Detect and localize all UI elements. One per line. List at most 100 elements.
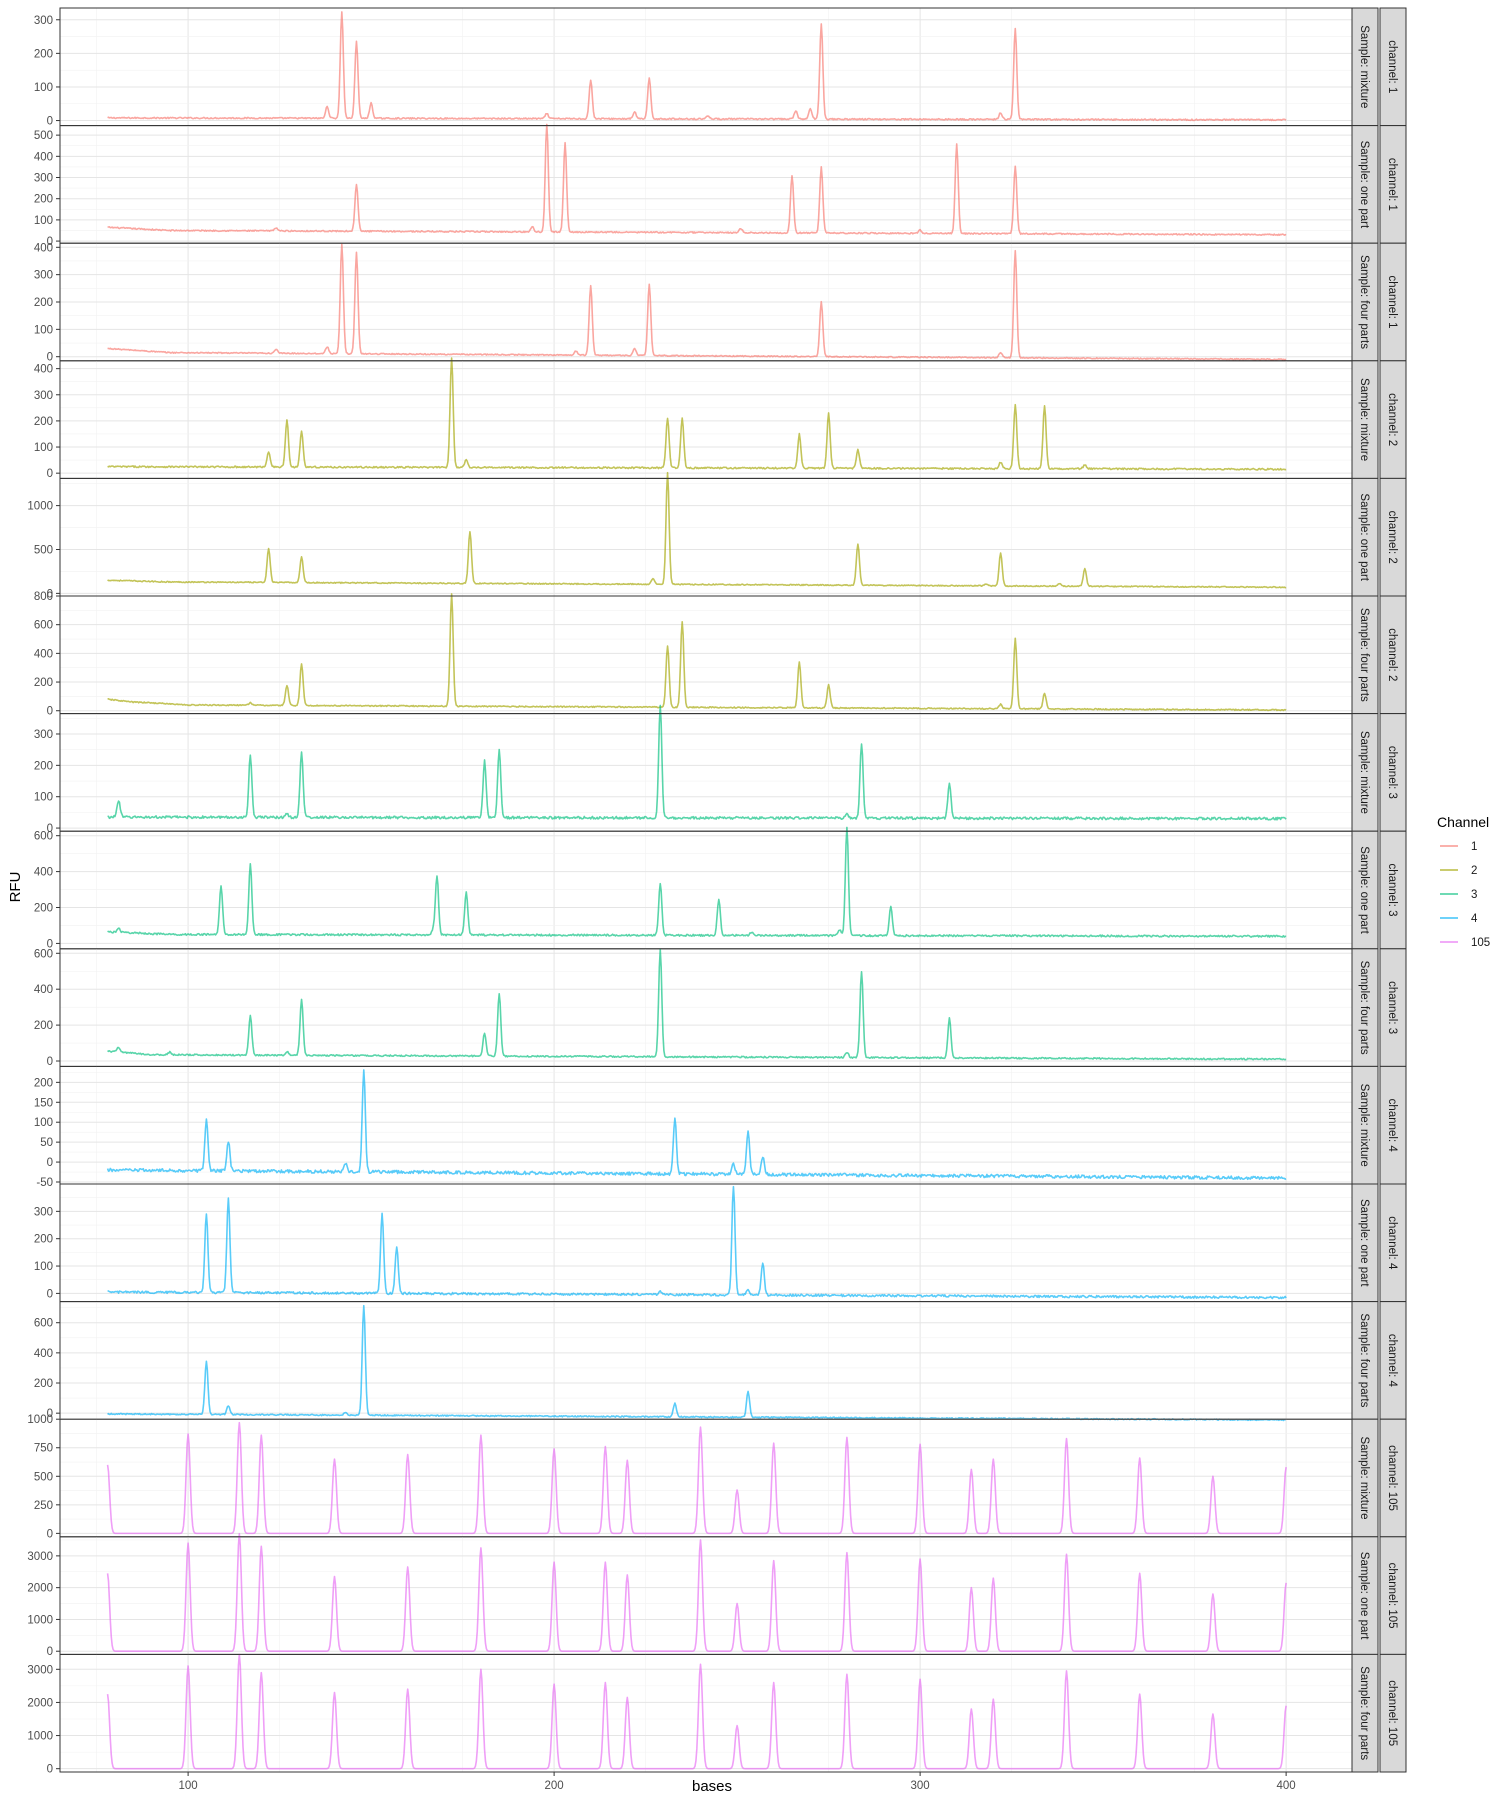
strip-channel-box [1379, 595, 1407, 715]
y-tick-label: 100 [34, 792, 53, 804]
strip-channel: channel: 4 [1379, 1183, 1407, 1303]
strip-sample-box [1351, 477, 1379, 597]
y-tick-label: 200 [34, 416, 53, 428]
y-tick-label: 1000 [27, 1614, 53, 1626]
strip-sample-label: Sample: one part [1358, 141, 1370, 229]
strip-sample: Sample: one part [1351, 830, 1379, 950]
strip-sample-box [1351, 242, 1379, 362]
strip-channel: channel: 3 [1379, 830, 1407, 950]
strip-channel: channel: 1 [1379, 242, 1407, 362]
strip-sample: Sample: four parts [1351, 1301, 1379, 1420]
trace-line-channel-1 [107, 243, 1287, 361]
strip-channel-label: channel: 105 [1386, 1445, 1398, 1511]
y-tick-label: 0 [47, 1288, 53, 1300]
strip-sample: Sample: one part [1351, 1536, 1379, 1655]
panel-border [59, 1536, 1353, 1655]
strip-channel-label: channel: 3 [1386, 981, 1398, 1034]
strip-channel-label: channel: 105 [1386, 1680, 1398, 1746]
facet-panel: 0 100 200 300 400 Sample: four parts channel: … [34, 242, 1407, 364]
facet-panel: 0 100 200 300 Sample: one part channel: 4 [34, 1183, 1407, 1303]
strip-channel-label: channel: 4 [1386, 1216, 1398, 1270]
legend: Channel 1 2 3 4 105 [1437, 814, 1490, 949]
strip-channel: channel: 4 [1379, 1065, 1407, 1185]
legend-label-4: 4 [1471, 913, 1478, 925]
facet-panel: -50 0 50 100 150 200 Sample: mixture channel: 4 [34, 1065, 1407, 1189]
y-tick-label: 100 [34, 1117, 53, 1129]
facet-panel: 0 200 400 600 Sample: one part channel: 3 [34, 826, 1407, 950]
panel-border [59, 1065, 1353, 1185]
y-tick-label: 1000 [27, 501, 53, 513]
y-tick-label: 500 [34, 544, 53, 556]
y-tick-label: 600 [34, 831, 53, 843]
strip-sample: Sample: one part [1351, 1183, 1379, 1303]
y-tick-label: 1000 [27, 1731, 53, 1743]
strip-sample: Sample: one part [1351, 125, 1379, 244]
strip-sample-box [1351, 1653, 1379, 1773]
y-tick-label: 0 [47, 938, 53, 950]
strip-sample: Sample: four parts [1351, 595, 1379, 715]
legend-label-105: 105 [1471, 937, 1490, 949]
y-tick-label: 0 [47, 1764, 53, 1776]
y-tick-label: 400 [34, 1348, 53, 1360]
strip-channel: channel: 105 [1379, 1536, 1407, 1655]
y-tick-label: 200 [34, 1077, 53, 1089]
facet-panel: 0 100 200 300 Sample: mixture channel: 3 [34, 704, 1407, 835]
strip-sample-label: Sample: four parts [1358, 1313, 1370, 1407]
y-tick-label: 150 [34, 1097, 53, 1109]
y-tick-label: 200 [34, 1020, 53, 1032]
strip-sample-label: Sample: four parts [1358, 608, 1370, 702]
y-tick-label: 100 [34, 215, 53, 227]
strip-sample: Sample: mixture [1351, 7, 1379, 127]
y-tick-label: 400 [34, 867, 53, 879]
y-tick-label: 400 [34, 242, 53, 254]
panel-border [59, 1183, 1353, 1303]
strip-sample-label: Sample: mixture [1358, 1084, 1370, 1167]
y-tick-label: 200 [34, 903, 53, 915]
y-tick-label: 500 [34, 130, 53, 142]
strip-sample-label: Sample: mixture [1358, 731, 1370, 814]
strip-channel: channel: 3 [1379, 948, 1407, 1067]
trace-line-channel-4 [106, 1069, 1287, 1181]
strip-channel-label: channel: 105 [1386, 1563, 1398, 1629]
strip-sample-label: Sample: four parts [1358, 255, 1370, 349]
strip-sample: Sample: mixture [1351, 713, 1379, 832]
strip-channel-box [1379, 125, 1407, 244]
panel-border [59, 595, 1353, 715]
strip-sample-box [1351, 713, 1379, 832]
legend-title: Channel [1437, 814, 1489, 830]
strip-sample-box [1351, 830, 1379, 950]
trace-line-channel-4 [107, 1185, 1287, 1300]
strip-sample-box [1351, 948, 1379, 1067]
y-tick-label: 600 [34, 948, 53, 960]
trace-line-channel-1 [107, 11, 1287, 122]
y-tick-label: 3000 [27, 1664, 53, 1676]
strip-channel-label: channel: 2 [1386, 393, 1398, 446]
strip-sample: Sample: four parts [1351, 242, 1379, 362]
strip-channel: channel: 3 [1379, 713, 1407, 832]
y-tick-label: 0 [47, 1056, 53, 1068]
facet-panel: 0 100 200 300 Sample: mixture channel: 1 [34, 7, 1407, 128]
x-axis-title: bases [692, 1778, 732, 1795]
trace-line-channel-3 [107, 948, 1287, 1061]
strip-channel: channel: 105 [1379, 1653, 1407, 1773]
strip-channel: channel: 2 [1379, 477, 1407, 597]
y-tick-label: 200 [34, 194, 53, 206]
y-tick-label: 100 [34, 324, 53, 336]
y-tick-label: 300 [34, 1206, 53, 1218]
facet-panel: 0 100 200 300 400 Sample: mixture channel: 2 [34, 357, 1407, 480]
y-tick-label: 750 [34, 1443, 53, 1455]
y-tick-label: 300 [34, 390, 53, 402]
strip-channel: channel: 2 [1379, 595, 1407, 715]
trace-line-channel-2 [107, 357, 1287, 471]
y-tick-label: -50 [36, 1177, 53, 1189]
strip-sample-box [1351, 1418, 1379, 1538]
strip-sample-label: Sample: four parts [1358, 1666, 1370, 1760]
legend-label-3: 3 [1471, 889, 1477, 901]
strip-sample-box [1351, 360, 1379, 479]
panel-border [59, 1653, 1353, 1773]
y-tick-label: 2000 [27, 1697, 53, 1709]
strip-channel: channel: 105 [1379, 1418, 1407, 1538]
y-tick-label: 500 [34, 1471, 53, 1483]
y-tick-label: 200 [34, 677, 53, 689]
